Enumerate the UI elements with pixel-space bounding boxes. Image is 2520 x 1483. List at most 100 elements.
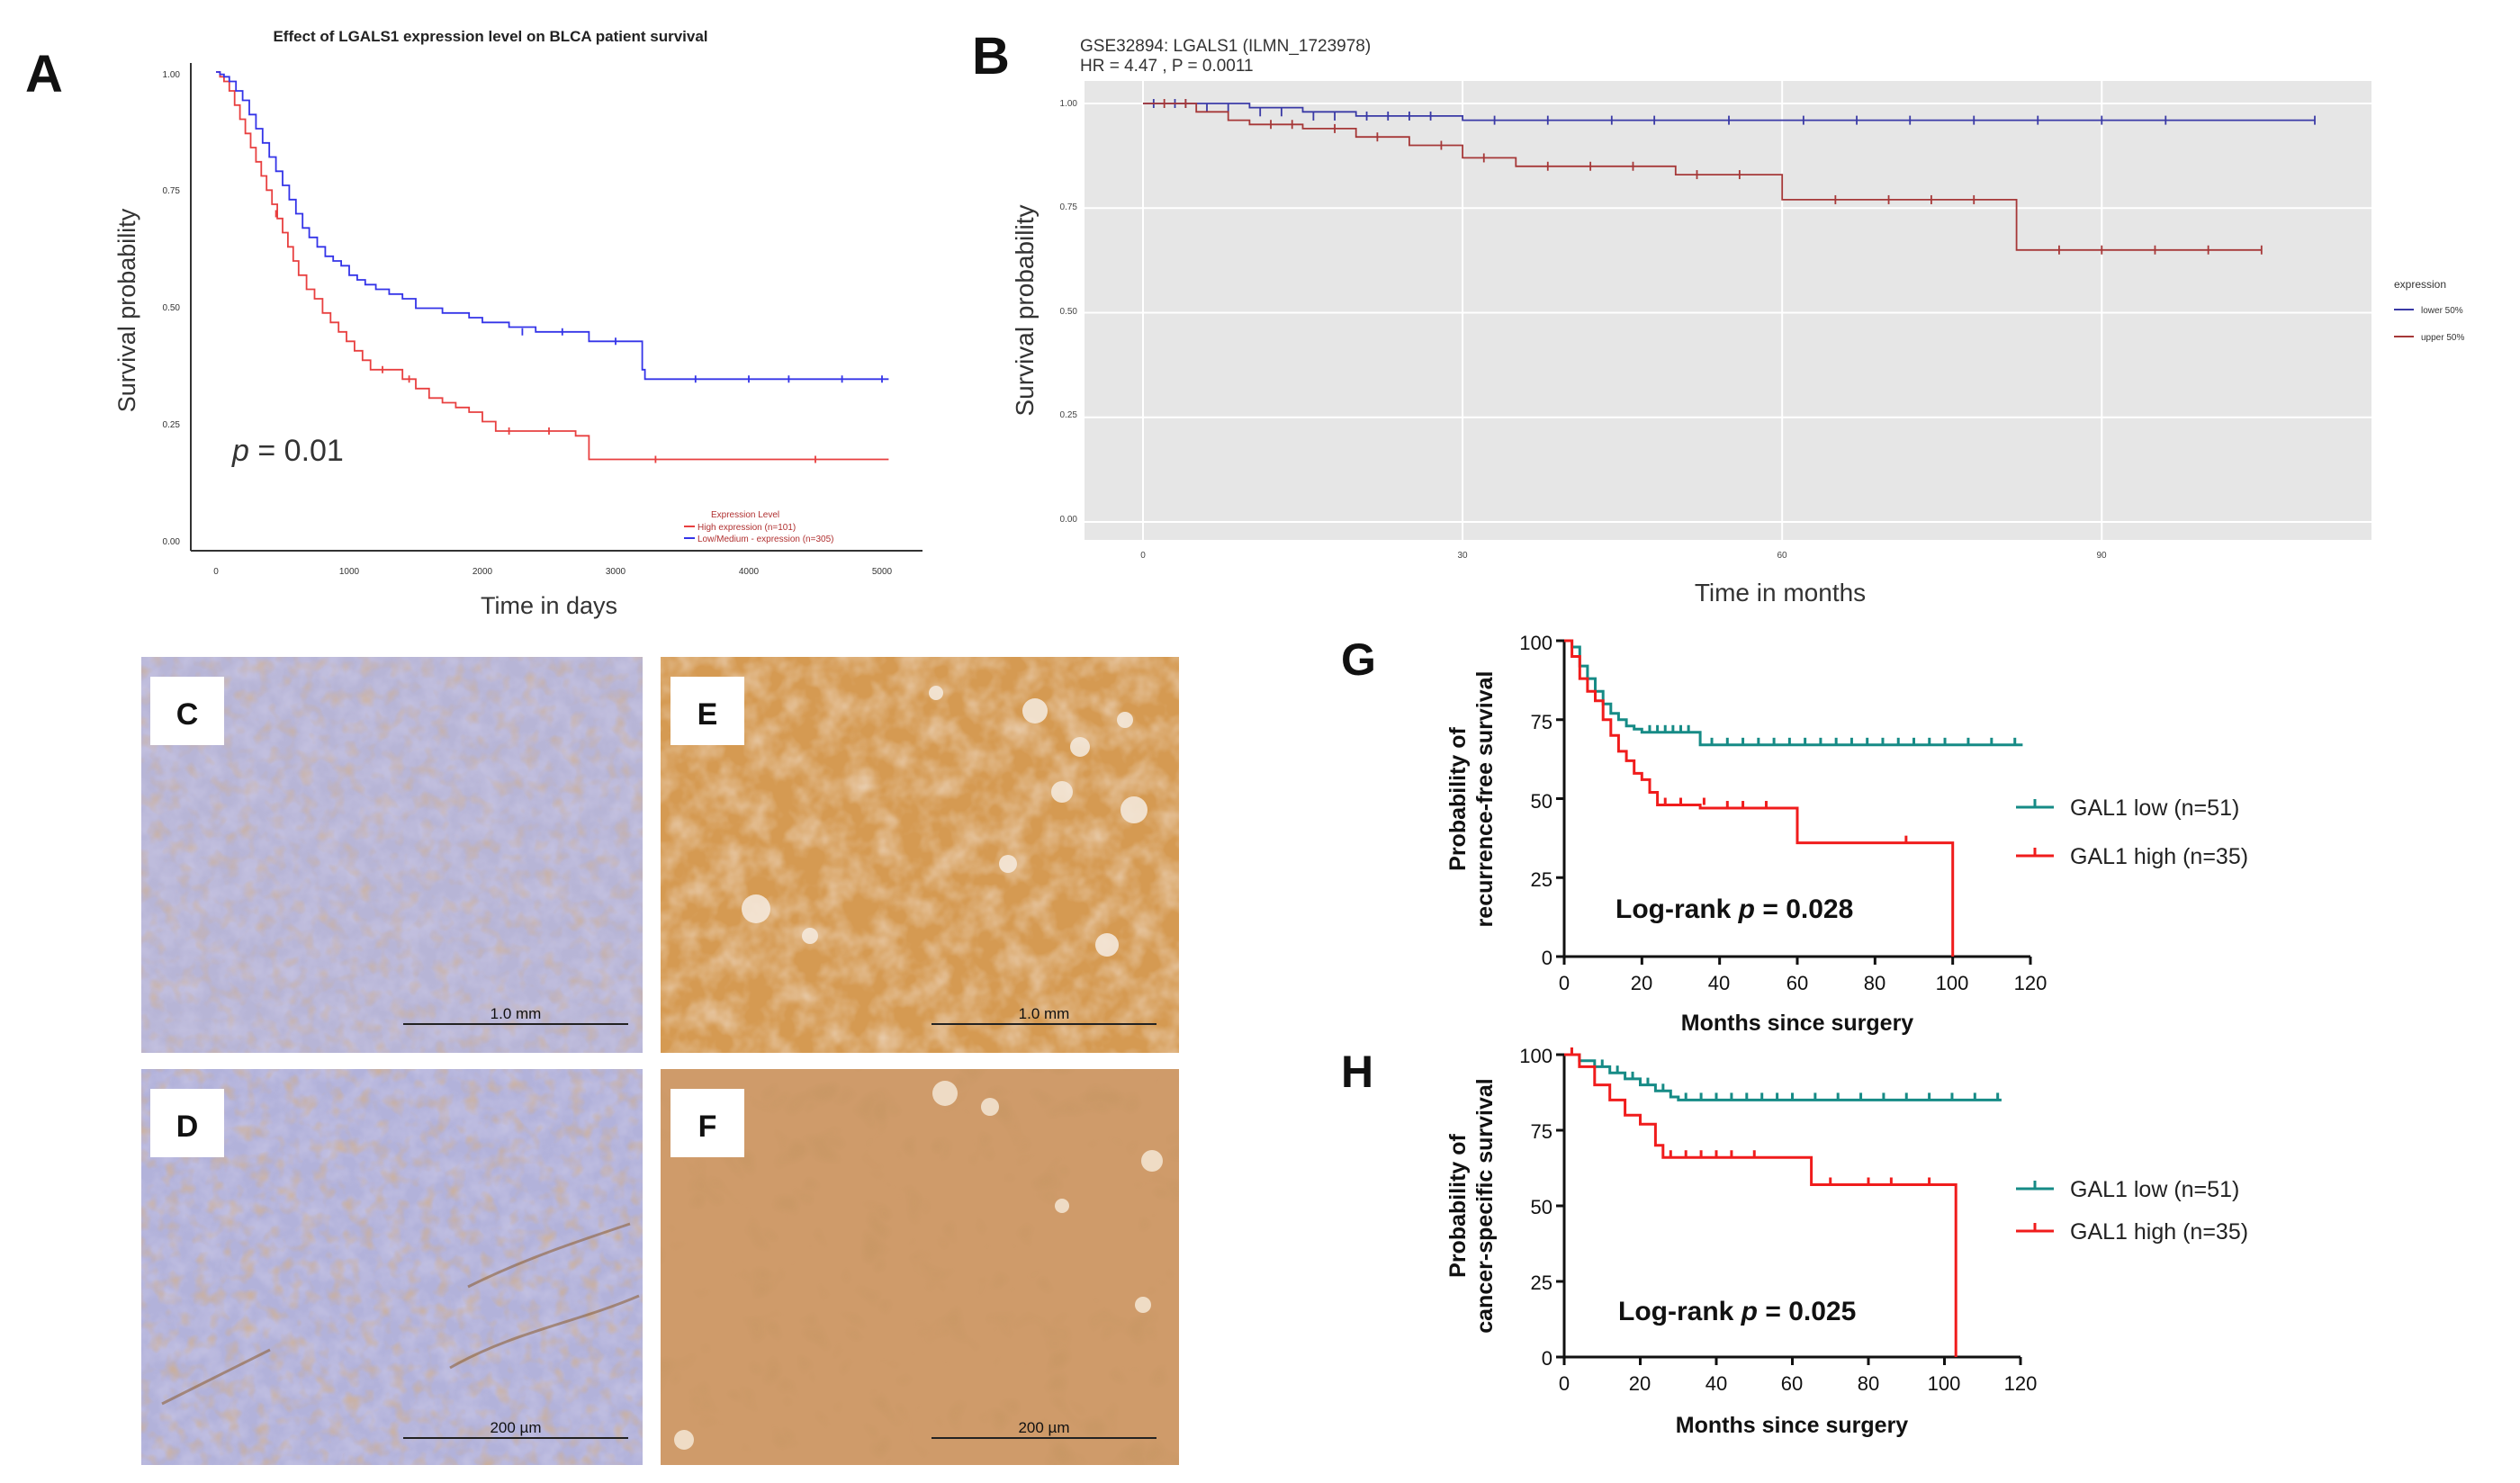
histology-stain-c xyxy=(141,657,643,1053)
vacuole xyxy=(1095,933,1119,957)
panel-letter-d: D xyxy=(176,1110,199,1144)
x-axis-label-a: Time in days xyxy=(481,592,617,619)
vacuole xyxy=(1070,737,1090,757)
tick-label-g-x1: 20 xyxy=(1631,972,1652,994)
tick-label-h-y3: 75 xyxy=(1531,1120,1552,1143)
panel-letter-b: B xyxy=(972,27,1010,85)
legend-title-b: expression xyxy=(2394,278,2446,291)
vacuoles-f xyxy=(674,1081,1163,1450)
y-axis-label-g-line1: Probability of xyxy=(1445,726,1471,870)
tick-label-b-x2: 60 xyxy=(1777,551,1787,561)
tick-label-g-x3: 60 xyxy=(1786,972,1808,994)
panel-label-box-c xyxy=(150,677,224,745)
tick-label-b-x3: 90 xyxy=(2096,551,2107,561)
legend-a: Expression Level High expression (n=101)… xyxy=(684,510,833,544)
survival-curve-g-0 xyxy=(1564,639,2023,747)
tick-label-g-y4: 100 xyxy=(1519,632,1552,654)
panel-e: E 1.0 mm xyxy=(661,657,1179,1053)
tick-label-a-y4: 1.00 xyxy=(163,70,181,80)
tick-label-h-x0: 0 xyxy=(1559,1372,1570,1395)
panel-g: G 0 25 50 75 100 0 20 40 60 80 100 120 M… xyxy=(1341,632,2248,1036)
tick-label-b-y0: 0.00 xyxy=(1060,515,1078,525)
plot-area-b xyxy=(1143,99,2316,255)
legend-label-g-low: GAL1 low (n=51) xyxy=(2070,795,2239,821)
tick-label-a-y3: 0.75 xyxy=(163,186,181,196)
tick-label-g-x2: 40 xyxy=(1708,972,1730,994)
vacuole xyxy=(802,928,818,944)
legend-h: GAL1 low (n=51) GAL1 high (n=35) xyxy=(2016,1177,2248,1245)
x-ticks-g: 0 20 40 60 80 100 120 xyxy=(1559,972,2047,994)
tick-label-h-y4: 100 xyxy=(1519,1045,1552,1067)
legend-label-a-high: High expression (n=101) xyxy=(698,523,796,533)
tick-label-h-x5: 100 xyxy=(1928,1372,1961,1395)
survival-curve-g-1 xyxy=(1564,639,1955,957)
survival-curve-h-1 xyxy=(1564,1053,1958,1357)
vacuole xyxy=(1055,1199,1069,1213)
tick-label-a-x2: 2000 xyxy=(472,567,493,577)
tick-label-b-x1: 30 xyxy=(1457,551,1468,561)
vacuole xyxy=(929,686,943,700)
panel-letter-e: E xyxy=(698,697,718,732)
tick-label-g-x5: 100 xyxy=(1936,972,1969,994)
p-value-a-p: p xyxy=(231,434,249,468)
tick-label-h-y1: 25 xyxy=(1531,1272,1552,1294)
histology-texture-e xyxy=(661,657,1179,1053)
panel-letter-a: A xyxy=(25,45,63,103)
panel-letter-c: C xyxy=(176,697,199,732)
vacuole xyxy=(932,1081,958,1106)
tick-label-a-y0: 0.00 xyxy=(163,537,181,547)
y-ticks-b: 1.00 0.75 0.50 0.25 0.00 xyxy=(1060,99,1078,525)
tick-label-g-y2: 50 xyxy=(1531,790,1552,813)
logrank-g-p: p xyxy=(1738,894,1755,924)
panel-c: C 1.0 mm xyxy=(141,657,643,1053)
panel-letter-f: F xyxy=(698,1110,717,1144)
y-axis-label-a: Survival probability xyxy=(113,208,140,412)
tick-label-h-y0: 0 xyxy=(1542,1347,1552,1370)
tick-label-h-x1: 20 xyxy=(1629,1372,1651,1395)
tick-label-b-y3: 0.75 xyxy=(1060,202,1078,212)
logrank-g-prefix: Log-rank xyxy=(1616,894,1739,924)
tick-label-g-x6: 120 xyxy=(2014,972,2048,994)
vacuole xyxy=(1120,796,1148,823)
fiber xyxy=(161,1348,271,1406)
tick-label-a-x3: 3000 xyxy=(606,567,626,577)
x-axis-label-g: Months since surgery xyxy=(1681,1011,1913,1036)
tick-label-h-x6: 120 xyxy=(2004,1372,2038,1395)
plot-area-a xyxy=(216,71,889,463)
tick-label-b-x0: 0 xyxy=(1140,551,1146,561)
tick-label-a-y2: 0.50 xyxy=(163,303,181,313)
y-axis-label-g-line2: recurrence-free survival xyxy=(1472,671,1498,928)
tick-label-b-y4: 1.00 xyxy=(1060,99,1078,109)
legend-b: expression lower 50% upper 50% xyxy=(2394,278,2464,343)
fiber xyxy=(449,1294,640,1370)
scale-label-f: 200 µm xyxy=(1018,1419,1069,1436)
vacuole xyxy=(1051,781,1073,803)
y-axis-label-h-line2: cancer-specific survival xyxy=(1472,1078,1498,1334)
vacuole xyxy=(1117,712,1133,728)
legend-g: GAL1 low (n=51) GAL1 high (n=35) xyxy=(2016,795,2248,869)
tick-label-h-x2: 40 xyxy=(1706,1372,1727,1395)
logrank-h-value: = 0.025 xyxy=(1758,1297,1856,1326)
vacuole xyxy=(981,1098,999,1116)
p-value-a-rest: = 0.01 xyxy=(249,434,344,468)
survival-curve-a-0 xyxy=(216,71,889,461)
vacuole xyxy=(1135,1297,1151,1313)
tick-label-b-y2: 0.50 xyxy=(1060,307,1078,317)
survival-curve-b-0 xyxy=(1143,103,2315,121)
panel-b: B GSE32894: LGALS1 (ILMN_1723978) HR = 4… xyxy=(972,27,2464,607)
x-ticks-b: 0 30 60 90 xyxy=(1140,551,2107,561)
legend-label-g-high: GAL1 high (n=35) xyxy=(2070,844,2248,869)
y-ticks-g: 0 25 50 75 100 xyxy=(1519,632,1552,969)
y-ticks-a: 0.00 0.25 0.50 0.75 1.00 xyxy=(163,70,181,547)
chart-subtitle-b: HR = 4.47 , P = 0.0011 xyxy=(1080,57,1254,76)
plot-area-h xyxy=(1564,1047,2002,1357)
vacuole xyxy=(742,894,770,923)
vacuole xyxy=(1141,1150,1163,1172)
scale-label-e: 1.0 mm xyxy=(1019,1005,1070,1022)
chart-title-a: Effect of LGALS1 expression level on BLC… xyxy=(273,28,707,45)
logrank-annotation-g: Log-rank p = 0.028 xyxy=(1616,894,1853,924)
scale-label-d: 200 µm xyxy=(490,1419,541,1436)
fiber xyxy=(467,1222,631,1289)
grid-b xyxy=(1084,81,2372,540)
tick-label-h-x3: 60 xyxy=(1781,1372,1803,1395)
